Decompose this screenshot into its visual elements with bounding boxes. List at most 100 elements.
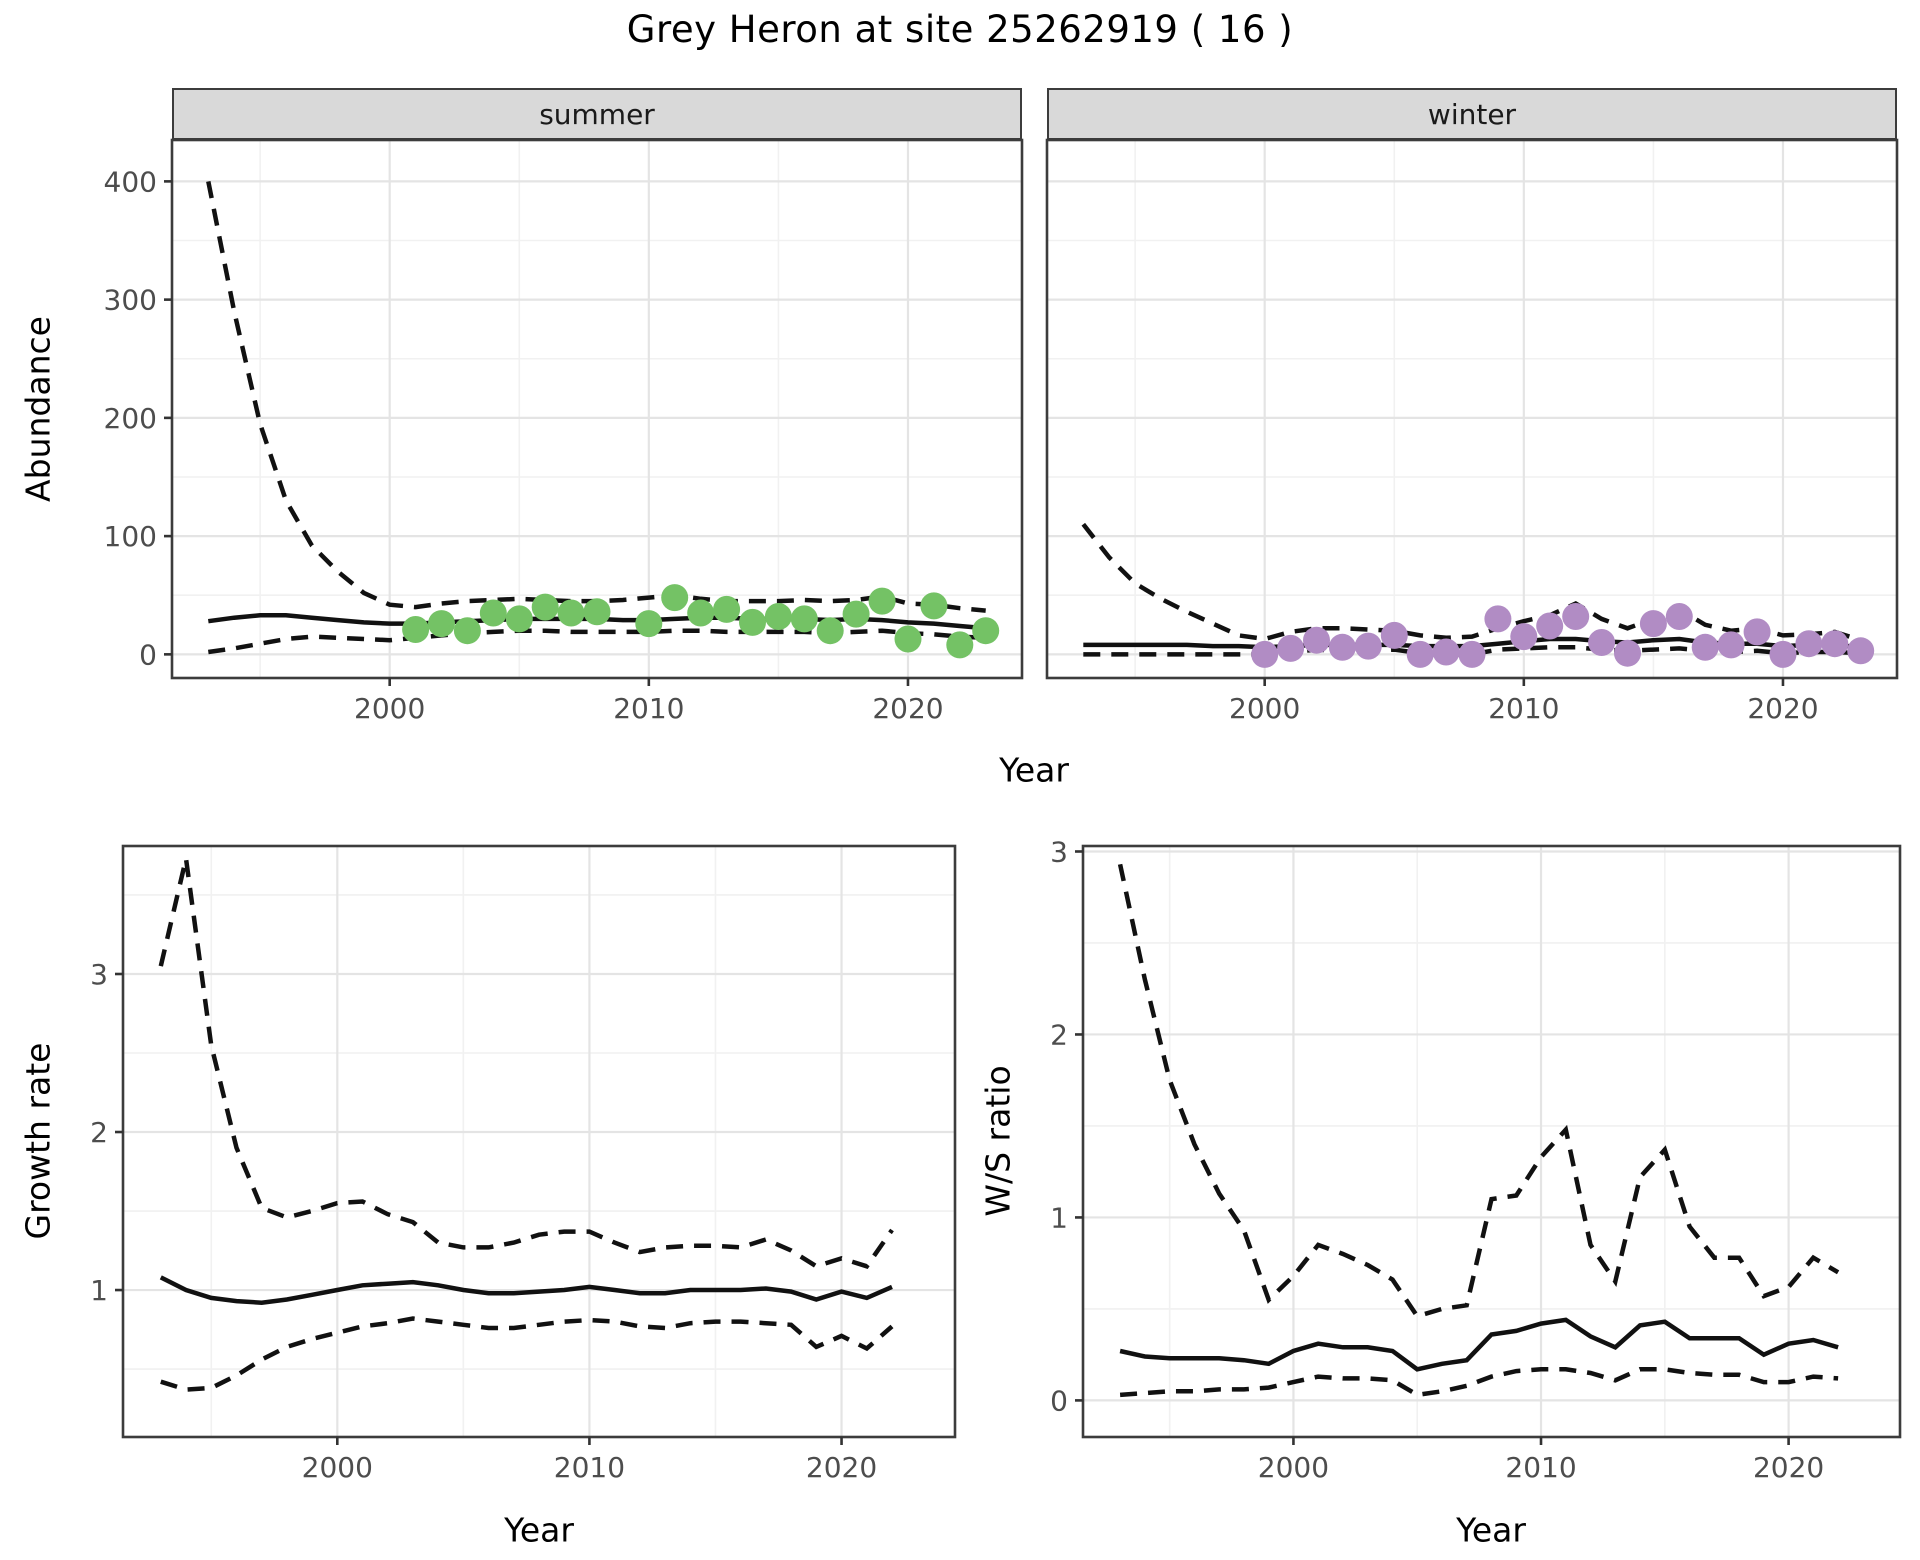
- data-point: [790, 605, 818, 633]
- x-tick-label: 2010: [554, 1451, 625, 1484]
- data-point: [1588, 629, 1616, 656]
- y-tick-label: 300: [104, 284, 157, 317]
- facet-strip-summer: summer: [172, 88, 1022, 140]
- abundance-winter-upper-ci-line: [1081, 522, 1862, 643]
- data-point: [1277, 634, 1305, 662]
- ws-ratio-lower-ci-line: [1119, 1367, 1839, 1398]
- panel-border: [121, 844, 957, 1439]
- data-point: [1458, 640, 1486, 668]
- y-tick-label: 3: [90, 958, 108, 991]
- data-point: [1328, 633, 1356, 661]
- x-tick-label: 2000: [1229, 692, 1300, 725]
- y-tick-label: 0: [1050, 1384, 1068, 1417]
- data-point: [531, 593, 559, 621]
- x-tick-label: 2020: [806, 1451, 877, 1484]
- growth-rate-lower-ci-line: [160, 1316, 894, 1392]
- data-point: [739, 608, 766, 636]
- y-tick-label: 2: [1050, 1018, 1068, 1051]
- data-point: [661, 584, 689, 612]
- data-point: [1406, 640, 1434, 668]
- data-point: [1639, 610, 1667, 638]
- data-point: [1354, 632, 1382, 660]
- data-point: [1795, 630, 1823, 658]
- data-point: [1510, 623, 1538, 651]
- data-point: [1562, 603, 1590, 630]
- y-axis-title-ws-ratio: W/S ratio: [978, 1065, 1018, 1217]
- data-point: [920, 592, 948, 620]
- data-point: [1691, 633, 1719, 661]
- y-tick-label: 100: [104, 520, 157, 553]
- data-point: [1821, 630, 1849, 658]
- panel-background: [1083, 846, 1900, 1437]
- abundance-summer-lower-ci-line: [207, 628, 986, 655]
- data-point: [972, 617, 1000, 645]
- x-axis-title-top: Year: [999, 750, 1069, 790]
- panel-border: [1081, 844, 1902, 1439]
- y-tick-label: 1: [90, 1274, 108, 1307]
- x-tick-label: 2020: [1747, 692, 1818, 725]
- facet-strip-summer-label: summer: [539, 97, 655, 131]
- data-point: [1380, 621, 1408, 649]
- data-point: [505, 605, 533, 633]
- chart-title: Grey Heron at site 25262919 ( 16 ): [626, 8, 1294, 51]
- y-tick-label: 0: [139, 638, 157, 671]
- data-point: [842, 600, 870, 628]
- x-tick-label: 2010: [1505, 1451, 1576, 1484]
- data-point: [1303, 626, 1330, 654]
- data-point: [1484, 605, 1512, 633]
- data-point: [453, 617, 481, 645]
- data-point: [635, 610, 663, 638]
- data-point: [1536, 612, 1564, 640]
- x-tick-label: 2010: [1488, 692, 1559, 725]
- facet-strip-winter-label: winter: [1427, 97, 1517, 131]
- data-point: [713, 595, 741, 623]
- x-tick-label: 2020: [1753, 1451, 1824, 1484]
- x-tick-label: 2010: [613, 692, 684, 725]
- y-tick-label: 2: [90, 1116, 108, 1149]
- data-point: [1717, 631, 1745, 659]
- growth-rate-upper-ci-line: [158, 858, 894, 1269]
- y-tick-label: 1: [1050, 1201, 1068, 1234]
- panel-ws-ratio: 2000 2010 2020 0 1 2 3: [1050, 835, 1902, 1484]
- data-point: [402, 616, 430, 643]
- panel-abundance-winter: 2000 2010 2020: [1045, 138, 1899, 725]
- y-tick-label: 200: [104, 402, 157, 435]
- data-point: [687, 599, 715, 627]
- x-tick-label: 2000: [354, 692, 425, 725]
- x-tick-label: 2000: [1258, 1451, 1329, 1484]
- y-axis-title-abundance: Abundance: [18, 316, 58, 502]
- data-point: [946, 631, 974, 659]
- x-axis-title-growth: Year: [504, 1510, 574, 1550]
- data-point: [868, 587, 896, 615]
- data-point: [428, 610, 455, 638]
- x-tick-label: 2020: [872, 692, 943, 725]
- facet-strip-winter: winter: [1047, 88, 1897, 140]
- data-point: [479, 599, 507, 627]
- ws-ratio-fit-line: [1119, 1317, 1839, 1372]
- data-point: [1432, 638, 1460, 666]
- data-point: [1847, 637, 1875, 665]
- data-point: [557, 599, 585, 627]
- x-axis-title-ws: Year: [1456, 1510, 1526, 1550]
- panel-growth-rate: 2000 2010 2020 1 2 3: [90, 844, 957, 1484]
- panel-background: [1047, 140, 1897, 678]
- data-point: [816, 617, 844, 645]
- data-point: [894, 625, 922, 653]
- ws-ratio-upper-ci-line: [1117, 863, 1840, 1319]
- data-point: [1251, 640, 1279, 668]
- data-point: [764, 603, 792, 630]
- panel-border: [1045, 138, 1899, 680]
- panel-background: [123, 846, 955, 1437]
- abundance-summer-points: [402, 584, 1000, 659]
- data-point: [1769, 640, 1797, 668]
- data-point: [1665, 603, 1693, 630]
- y-axis-title-growth-rate: Growth rate: [18, 1042, 58, 1240]
- panel-abundance-summer: 2000 2010 2020 0 100 200 300 400: [104, 138, 1024, 725]
- growth-rate-fit-line: [159, 1275, 893, 1305]
- x-tick-label: 2000: [302, 1451, 373, 1484]
- abundance-winter-points: [1251, 603, 1875, 668]
- y-tick-label: 3: [1050, 835, 1068, 868]
- data-point: [1743, 618, 1771, 646]
